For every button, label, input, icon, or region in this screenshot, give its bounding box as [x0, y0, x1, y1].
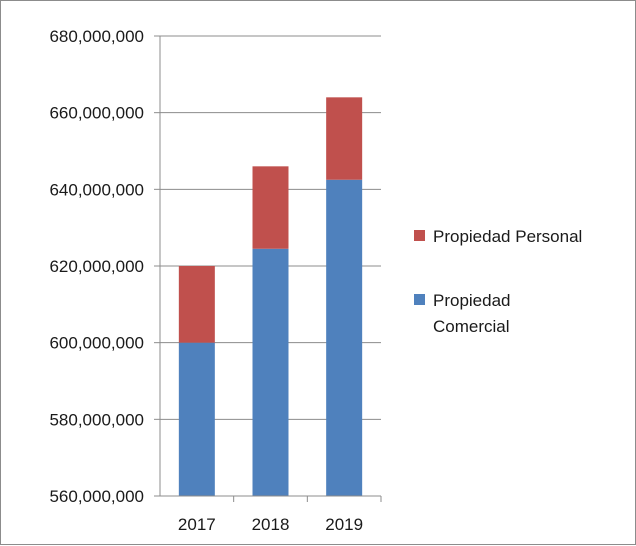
x-tick-label: 2019	[325, 515, 363, 534]
y-tick-labels: 560,000,000 580,000,000 600,000,000 620,000…	[49, 27, 144, 506]
legend-label: Propiedad Personal	[433, 227, 582, 246]
legend-item: Propiedad Comercial	[414, 291, 511, 336]
bar-propiedad-comercial-2019	[326, 179, 363, 496]
legend: Propiedad Personal Propiedad Comercial	[414, 227, 582, 336]
y-tick-label: 580,000,000	[49, 410, 144, 429]
legend-item: Propiedad Personal	[414, 227, 582, 246]
bars	[178, 97, 363, 496]
y-tick-label: 620,000,000	[49, 257, 144, 276]
bar-propiedad-personal-2017	[178, 266, 215, 343]
bar-propiedad-personal-2019	[326, 97, 363, 180]
bar-propiedad-comercial-2018	[252, 248, 289, 496]
x-tick-label: 2018	[252, 515, 290, 534]
x-tick-labels: 2017 2018 2019	[178, 515, 363, 534]
y-tick-label: 600,000,000	[49, 334, 144, 353]
x-tick-label: 2017	[178, 515, 216, 534]
legend-label: Propiedad	[433, 291, 511, 310]
y-tick-label: 680,000,000	[49, 27, 144, 46]
legend-label: Comercial	[433, 317, 510, 336]
y-tick-label: 560,000,000	[49, 487, 144, 506]
bar-propiedad-comercial-2017	[178, 342, 215, 496]
legend-swatch	[414, 294, 425, 305]
bar-propiedad-personal-2018	[252, 166, 289, 249]
legend-swatch	[414, 230, 425, 241]
axes	[154, 35, 382, 502]
y-tick-label: 640,000,000	[49, 180, 144, 199]
y-tick-label: 660,000,000	[49, 104, 144, 123]
